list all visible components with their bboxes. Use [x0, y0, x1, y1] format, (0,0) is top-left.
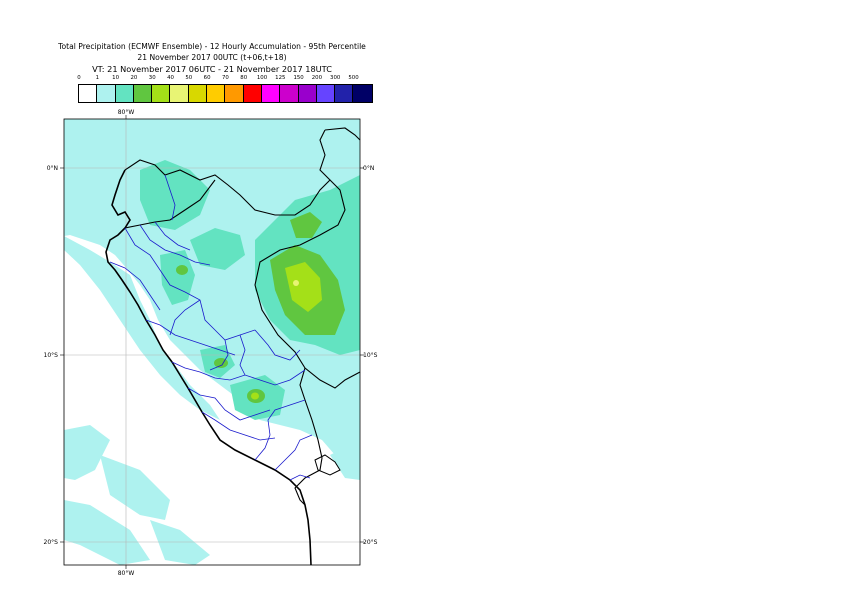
legend-tick-label: 1 — [95, 75, 100, 81]
legend-tick-label: 50 — [185, 75, 193, 81]
admin-line-11 — [289, 474, 311, 481]
legend-tick-label: 20 — [130, 75, 138, 81]
precip-area-heavy-northeast — [290, 212, 322, 238]
legend-tick-label: 200 — [311, 75, 323, 81]
legend-swatch — [243, 85, 262, 102]
legend-swatch — [79, 85, 98, 102]
legend-swatch — [188, 85, 208, 102]
legend-swatch — [261, 85, 281, 102]
legend-tick-label: 150 — [293, 75, 304, 81]
chart-title: Total Precipitation (ECMWF Ensemble) - 1… — [58, 42, 366, 51]
legend-swatch — [298, 85, 317, 102]
legend-tick-label: 60 — [203, 75, 211, 81]
admin-line-2 — [139, 224, 211, 266]
admin-line-15 — [164, 174, 176, 221]
admin-line-3 — [154, 221, 191, 251]
lat-label-left-10s: 10°S — [44, 352, 59, 359]
color-legend — [78, 84, 373, 103]
lat-label-right-20s: 20°S — [363, 539, 378, 546]
admin-line-7 — [187, 387, 271, 421]
lat-label-right-10s: 10°S — [363, 352, 378, 359]
legend-tick-label: 10 — [112, 75, 120, 81]
admin-line-1 — [124, 227, 256, 341]
base-time-line: 21 November 2017 00UTC (t+06,t+18) — [137, 53, 287, 62]
legend-swatch — [170, 85, 189, 102]
precip-area-medium-north — [140, 160, 210, 230]
legend-swatch — [115, 85, 134, 102]
legend-swatch — [353, 85, 372, 102]
valid-time-line: VT: 21 November 2017 06UTC - 21 November… — [92, 64, 332, 74]
legend-labels: 0 1 10 20 30 40 50 60 70 80 100 125 150 200 300 500 — [0, 75, 842, 85]
admin-line-16 — [169, 299, 201, 336]
legend-swatch — [133, 85, 153, 102]
legend-tick-label: 100 — [256, 75, 268, 81]
legend-tick-label: 40 — [167, 75, 174, 81]
admin-line-9 — [254, 399, 306, 461]
legend-tick-label: 0 — [77, 75, 81, 81]
precip-ocean-patch-4 — [150, 520, 210, 565]
lat-label-right-0: 0°N — [363, 165, 374, 172]
legend-tick-label: 70 — [221, 75, 229, 81]
top-right-border — [324, 127, 361, 141]
legend-swatch — [97, 85, 116, 102]
precip-area-light-2 — [64, 236, 220, 420]
precip-area-peak-east — [285, 262, 322, 312]
precip-spot-1 — [176, 265, 188, 275]
precip-spot-2 — [214, 358, 228, 368]
legend-swatch — [316, 85, 336, 102]
legend-swatch — [280, 85, 299, 102]
precip-area-medium-west — [160, 250, 195, 305]
precip-area-medium-center — [190, 228, 245, 270]
admin-line-5 — [145, 319, 236, 356]
admin-line-13 — [239, 334, 246, 376]
precip-area-light — [64, 119, 360, 460]
country-border-peru-brazil — [254, 179, 361, 389]
admin-line-10 — [274, 434, 313, 471]
precip-ocean-patch-3 — [64, 500, 150, 565]
map-frame — [63, 118, 361, 566]
lat-label-left-20s: 20°S — [44, 539, 59, 546]
legend-swatch — [152, 85, 171, 102]
legend-tick-label: 500 — [348, 75, 359, 81]
precip-ocean-patch-2 — [100, 455, 170, 520]
country-border-peru-bolivia — [294, 367, 323, 506]
lon-label-top: 80°W — [118, 109, 135, 116]
legend-tick-label: 300 — [330, 75, 341, 81]
precip-east-patch — [330, 440, 360, 480]
legend-tick-label: 125 — [275, 75, 286, 81]
precip-ocean-patch-1 — [64, 425, 110, 480]
admin-line-8 — [201, 411, 276, 441]
legend-tick-label: 80 — [240, 75, 248, 81]
coastline — [105, 169, 312, 566]
legend-tick-label: 30 — [148, 75, 156, 81]
admin-line-14 — [254, 329, 301, 361]
legend-swatch — [225, 85, 244, 102]
lon-label-bottom: 80°W — [118, 570, 135, 577]
precip-peak-spot — [251, 392, 259, 400]
legend-swatch — [335, 85, 354, 102]
precip-peak-spot-2 — [293, 280, 299, 286]
lake-titicaca — [314, 454, 341, 476]
admin-line-6 — [171, 361, 306, 386]
admin-line-4 — [109, 261, 161, 311]
ticks — [60, 115, 364, 569]
admin-line-12 — [209, 339, 229, 371]
admin-boundaries — [109, 174, 313, 481]
legend-swatch — [207, 85, 226, 102]
lat-label-left-0: 0°N — [47, 165, 58, 172]
